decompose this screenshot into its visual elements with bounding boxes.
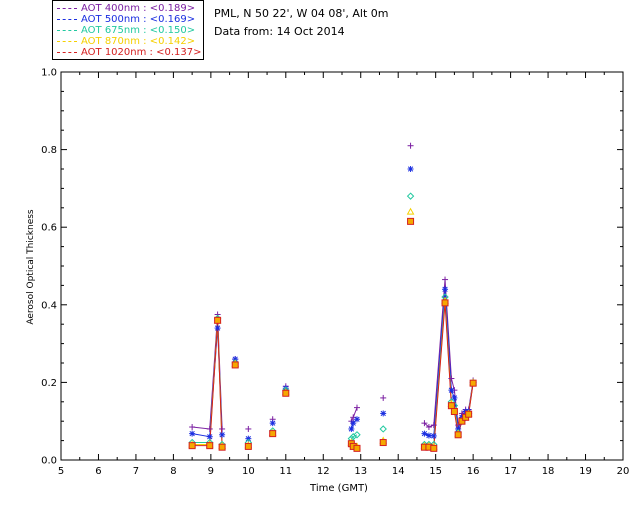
legend-swatch: [57, 51, 77, 53]
legend-entry: AOT 870nm : <0.142>: [57, 36, 195, 47]
legend-swatch: [57, 40, 77, 42]
data-point: [407, 142, 414, 149]
data-point: [214, 316, 222, 324]
data-point: [458, 417, 466, 425]
x-tick-label: 18: [542, 466, 555, 477]
y-tick-label: 0.2: [41, 378, 57, 389]
data-point: [206, 442, 214, 450]
x-tick-label: 9: [208, 466, 214, 477]
x-tick-label: 19: [579, 466, 592, 477]
data-point: [379, 439, 387, 447]
data-point: [219, 431, 226, 438]
data-point: [430, 422, 437, 429]
data-point: [407, 217, 415, 225]
data-point: [245, 425, 252, 432]
y-tick-label: 0.0: [41, 456, 57, 467]
data-point: [447, 402, 455, 410]
data-point: [244, 442, 252, 450]
location-label: PML, N 50 22', W 04 08', Alt 0m: [214, 7, 389, 20]
data-point: [406, 207, 415, 215]
data-point: [465, 410, 473, 418]
data-point: [425, 432, 432, 439]
data-point: [380, 410, 387, 417]
data-point: [448, 387, 455, 394]
data-point: [454, 431, 462, 439]
legend-entry: AOT 675nm : <0.150>: [57, 25, 195, 36]
y-axis-label: Aerosol Optical Thickness: [26, 209, 36, 325]
data-point: [353, 431, 361, 439]
data-point: [441, 299, 449, 307]
legend-label: AOT 500nm : <0.169>: [81, 14, 196, 25]
series-line: [192, 320, 223, 448]
y-tick-label: 0.4: [41, 300, 57, 311]
data-point: [430, 432, 437, 439]
legend-swatch: [57, 18, 77, 20]
data-point: [406, 192, 415, 200]
data-point: [348, 425, 355, 432]
x-tick-label: 13: [354, 466, 367, 477]
data-point: [448, 375, 455, 382]
data-point: [189, 430, 196, 437]
data-point: [442, 286, 449, 293]
data-point: [214, 325, 221, 332]
data-point: [245, 435, 252, 442]
x-tick-label: 12: [317, 466, 330, 477]
data-point: [469, 379, 477, 387]
x-tick-label: 20: [617, 466, 630, 477]
legend-entry: AOT 400nm : <0.189>: [57, 3, 195, 14]
x-tick-label: 6: [95, 466, 101, 477]
data-point: [219, 425, 226, 432]
date-label: Data from: 14 Oct 2014: [214, 25, 345, 38]
series-line: [192, 328, 223, 438]
legend: AOT 400nm : <0.189> AOT 500nm : <0.169> AO…: [52, 0, 204, 60]
legend-swatch: [57, 29, 77, 31]
legend-label: AOT 675nm : <0.150>: [81, 25, 196, 36]
x-tick-label: 5: [58, 466, 64, 477]
y-tick-label: 1.0: [41, 68, 57, 79]
data-point: [442, 276, 449, 283]
legend-swatch: [57, 7, 77, 9]
data-point: [189, 424, 196, 431]
data-point: [407, 166, 414, 172]
x-tick-label: 7: [133, 466, 139, 477]
data-point: [430, 444, 438, 452]
x-tick-label: 10: [242, 466, 255, 477]
data-point: [188, 442, 196, 450]
data-point: [353, 416, 360, 423]
legend-label: AOT 870nm : <0.142>: [81, 36, 196, 47]
data-point: [421, 420, 428, 427]
data-point: [206, 433, 213, 440]
data-point: [451, 394, 458, 401]
x-tick-label: 15: [429, 466, 442, 477]
legend-entry: AOT 1020nm : <0.137>: [57, 47, 201, 58]
x-axis-label: Time (GMT): [309, 483, 368, 494]
data-point: [379, 425, 387, 433]
x-tick-label: 8: [170, 466, 176, 477]
data-point: [218, 443, 226, 451]
x-tick-label: 17: [504, 466, 517, 477]
data-point: [450, 408, 458, 415]
legend-label: AOT 1020nm : <0.137>: [81, 47, 202, 58]
legend-entry: AOT 500nm : <0.169>: [57, 14, 195, 25]
data-point: [231, 361, 239, 369]
x-tick-label: 14: [392, 466, 405, 477]
data-point: [269, 420, 276, 427]
plot-frame: [60, 71, 624, 461]
data-point: [353, 444, 361, 452]
data-point: [269, 430, 277, 438]
data-point: [353, 404, 360, 411]
data-point: [380, 394, 387, 401]
x-tick-label: 16: [467, 466, 480, 477]
data-point: [455, 425, 462, 432]
x-tick-label: 11: [279, 466, 292, 477]
data-point: [425, 424, 432, 431]
y-tick-label: 0.8: [41, 145, 57, 156]
legend-label: AOT 400nm : <0.189>: [81, 3, 196, 14]
y-tick-label: 0.6: [41, 223, 57, 234]
data-point: [206, 425, 213, 432]
data-point: [282, 389, 290, 397]
